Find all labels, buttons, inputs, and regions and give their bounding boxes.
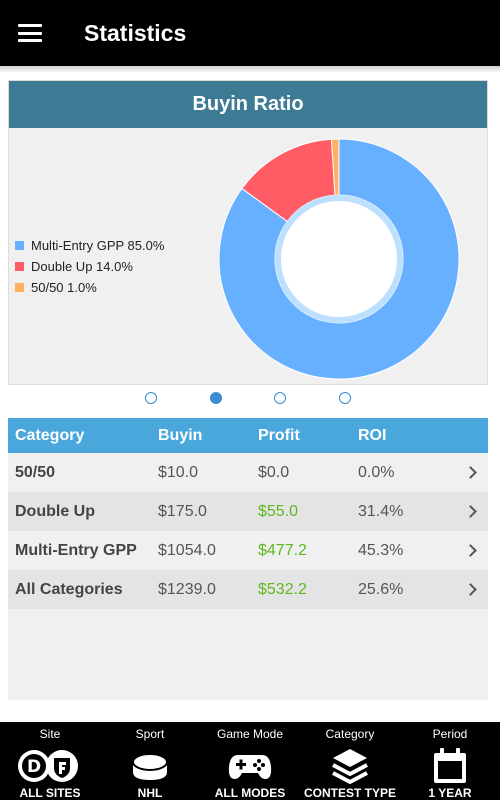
row-profit: $532.2 — [258, 580, 307, 598]
chart-card[interactable]: Buyin Ratio Multi-Entry GPP 85.0% Double… — [8, 80, 488, 385]
legend-swatch — [15, 283, 24, 292]
header-category: Category — [15, 426, 85, 444]
table-header: Category Buyin Profit ROI — [8, 418, 488, 453]
page-indicator — [0, 390, 500, 406]
chevron-right-icon — [458, 453, 488, 492]
filter-value: ALL MODES — [214, 786, 286, 800]
chart-legend: Multi-Entry GPP 85.0% Double Up 14.0% 50… — [15, 235, 164, 298]
row-roi: 45.3% — [358, 541, 404, 559]
hamburger-menu-icon — [18, 24, 42, 42]
chevron-right-icon — [458, 531, 488, 570]
sites-icon: D — [15, 745, 85, 786]
row-buyin: $1239.0 — [158, 580, 216, 598]
row-category: Multi-Entry GPP — [15, 541, 137, 559]
filter-label: Game Mode — [216, 727, 284, 741]
donut-hole — [281, 201, 397, 317]
header-roi: ROI — [358, 426, 387, 444]
filter-value: CONTEST TYPE — [303, 786, 396, 800]
legend-swatch — [15, 262, 24, 271]
table-row[interactable]: Double Up $175.0 $55.0 31.4% — [8, 492, 488, 531]
hockey-puck-icon — [130, 745, 170, 786]
filter-label: Period — [432, 727, 468, 741]
app-bar: Statistics — [0, 0, 500, 66]
table-row[interactable]: All Categories $1239.0 $532.2 25.6% — [8, 570, 488, 609]
page-dot-4[interactable] — [339, 392, 351, 404]
donut-inner-ring — [275, 195, 403, 323]
filter-value: NHL — [137, 786, 163, 800]
table-row[interactable]: Multi-Entry GPP $1054.0 $477.2 45.3% — [8, 531, 488, 570]
chart-title: Buyin Ratio — [192, 93, 304, 115]
layers-icon — [330, 745, 370, 786]
gamepad-icon — [228, 745, 272, 786]
row-profit: $477.2 — [258, 541, 307, 559]
row-roi: 0.0% — [358, 463, 395, 481]
row-buyin: $10.0 — [158, 463, 199, 481]
stats-table: Category Buyin Profit ROI 50/50 $10.0 $0… — [8, 418, 488, 700]
row-category: 50/50 — [15, 463, 56, 481]
filter-period[interactable]: Period 1 YEAR — [400, 722, 500, 800]
row-category: Double Up — [15, 502, 95, 520]
filter-label: Sport — [135, 727, 165, 741]
row-profit: $0.0 — [258, 463, 290, 481]
row-roi: 25.6% — [358, 580, 404, 598]
bottom-filter-bar: Site D ALL SITES Sport NHL Game Mode — [0, 722, 500, 800]
donut-chart[interactable] — [214, 134, 464, 384]
chart-card-header: Buyin Ratio — [9, 81, 487, 128]
page-dot-1[interactable] — [145, 392, 157, 404]
filter-category[interactable]: Category CONTEST TYPE — [300, 722, 400, 800]
filter-site[interactable]: Site D ALL SITES — [0, 722, 100, 800]
chevron-right-icon — [458, 570, 488, 609]
legend-label: Multi-Entry GPP 85.0% — [31, 238, 165, 253]
calendar-icon — [432, 745, 468, 786]
chevron-right-icon — [458, 492, 488, 531]
row-buyin: $1054.0 — [158, 541, 216, 559]
filter-label: Site — [39, 727, 61, 741]
filter-value: 1 YEAR — [428, 786, 472, 800]
row-category: All Categories — [15, 580, 123, 598]
row-roi: 31.4% — [358, 502, 404, 520]
table-row[interactable]: 50/50 $10.0 $0.0 0.0% — [8, 453, 488, 492]
page-title: Statistics — [84, 19, 187, 46]
row-buyin: $175.0 — [158, 502, 207, 520]
filter-sport[interactable]: Sport NHL — [100, 722, 200, 800]
row-profit: $55.0 — [258, 502, 299, 520]
header-profit: Profit — [258, 426, 300, 444]
legend-item-double-up: Double Up 14.0% — [15, 256, 164, 277]
header-buyin: Buyin — [158, 426, 203, 444]
legend-swatch — [15, 241, 24, 250]
page-dot-3[interactable] — [274, 392, 286, 404]
legend-label: Double Up 14.0% — [31, 259, 133, 274]
filter-value: ALL SITES — [19, 786, 81, 800]
filter-game-mode[interactable]: Game Mode ALL MODES — [200, 722, 300, 800]
legend-item-multi-entry: Multi-Entry GPP 85.0% — [15, 235, 164, 256]
svg-text:D: D — [27, 757, 41, 777]
page-dot-2[interactable] — [210, 392, 222, 404]
legend-label: 50/50 1.0% — [31, 280, 97, 295]
legend-item-5050: 50/50 1.0% — [15, 277, 164, 298]
filter-label: Category — [325, 727, 375, 741]
menu-button[interactable] — [0, 0, 60, 66]
app-bar-shadow — [0, 66, 500, 72]
